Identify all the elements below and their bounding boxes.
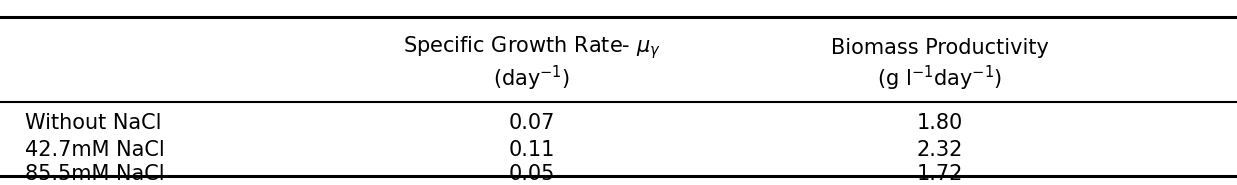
Text: 85.5mM NaCl: 85.5mM NaCl	[25, 164, 165, 184]
Text: Biomass Productivity: Biomass Productivity	[831, 38, 1049, 58]
Text: 1.80: 1.80	[917, 113, 964, 133]
Text: 42.7mM NaCl: 42.7mM NaCl	[25, 139, 165, 159]
Text: 0.07: 0.07	[508, 113, 555, 133]
Text: (day$^{-1}$): (day$^{-1}$)	[494, 64, 570, 93]
Text: (g l$^{-1}$day$^{-1}$): (g l$^{-1}$day$^{-1}$)	[877, 64, 1003, 93]
Text: 2.32: 2.32	[917, 139, 964, 159]
Text: 0.05: 0.05	[508, 164, 555, 184]
Text: Specific Growth Rate- $\mu_\gamma$: Specific Growth Rate- $\mu_\gamma$	[403, 34, 661, 61]
Text: 1.72: 1.72	[917, 164, 964, 184]
Text: Without NaCl: Without NaCl	[25, 113, 161, 133]
Text: 0.11: 0.11	[508, 139, 555, 159]
